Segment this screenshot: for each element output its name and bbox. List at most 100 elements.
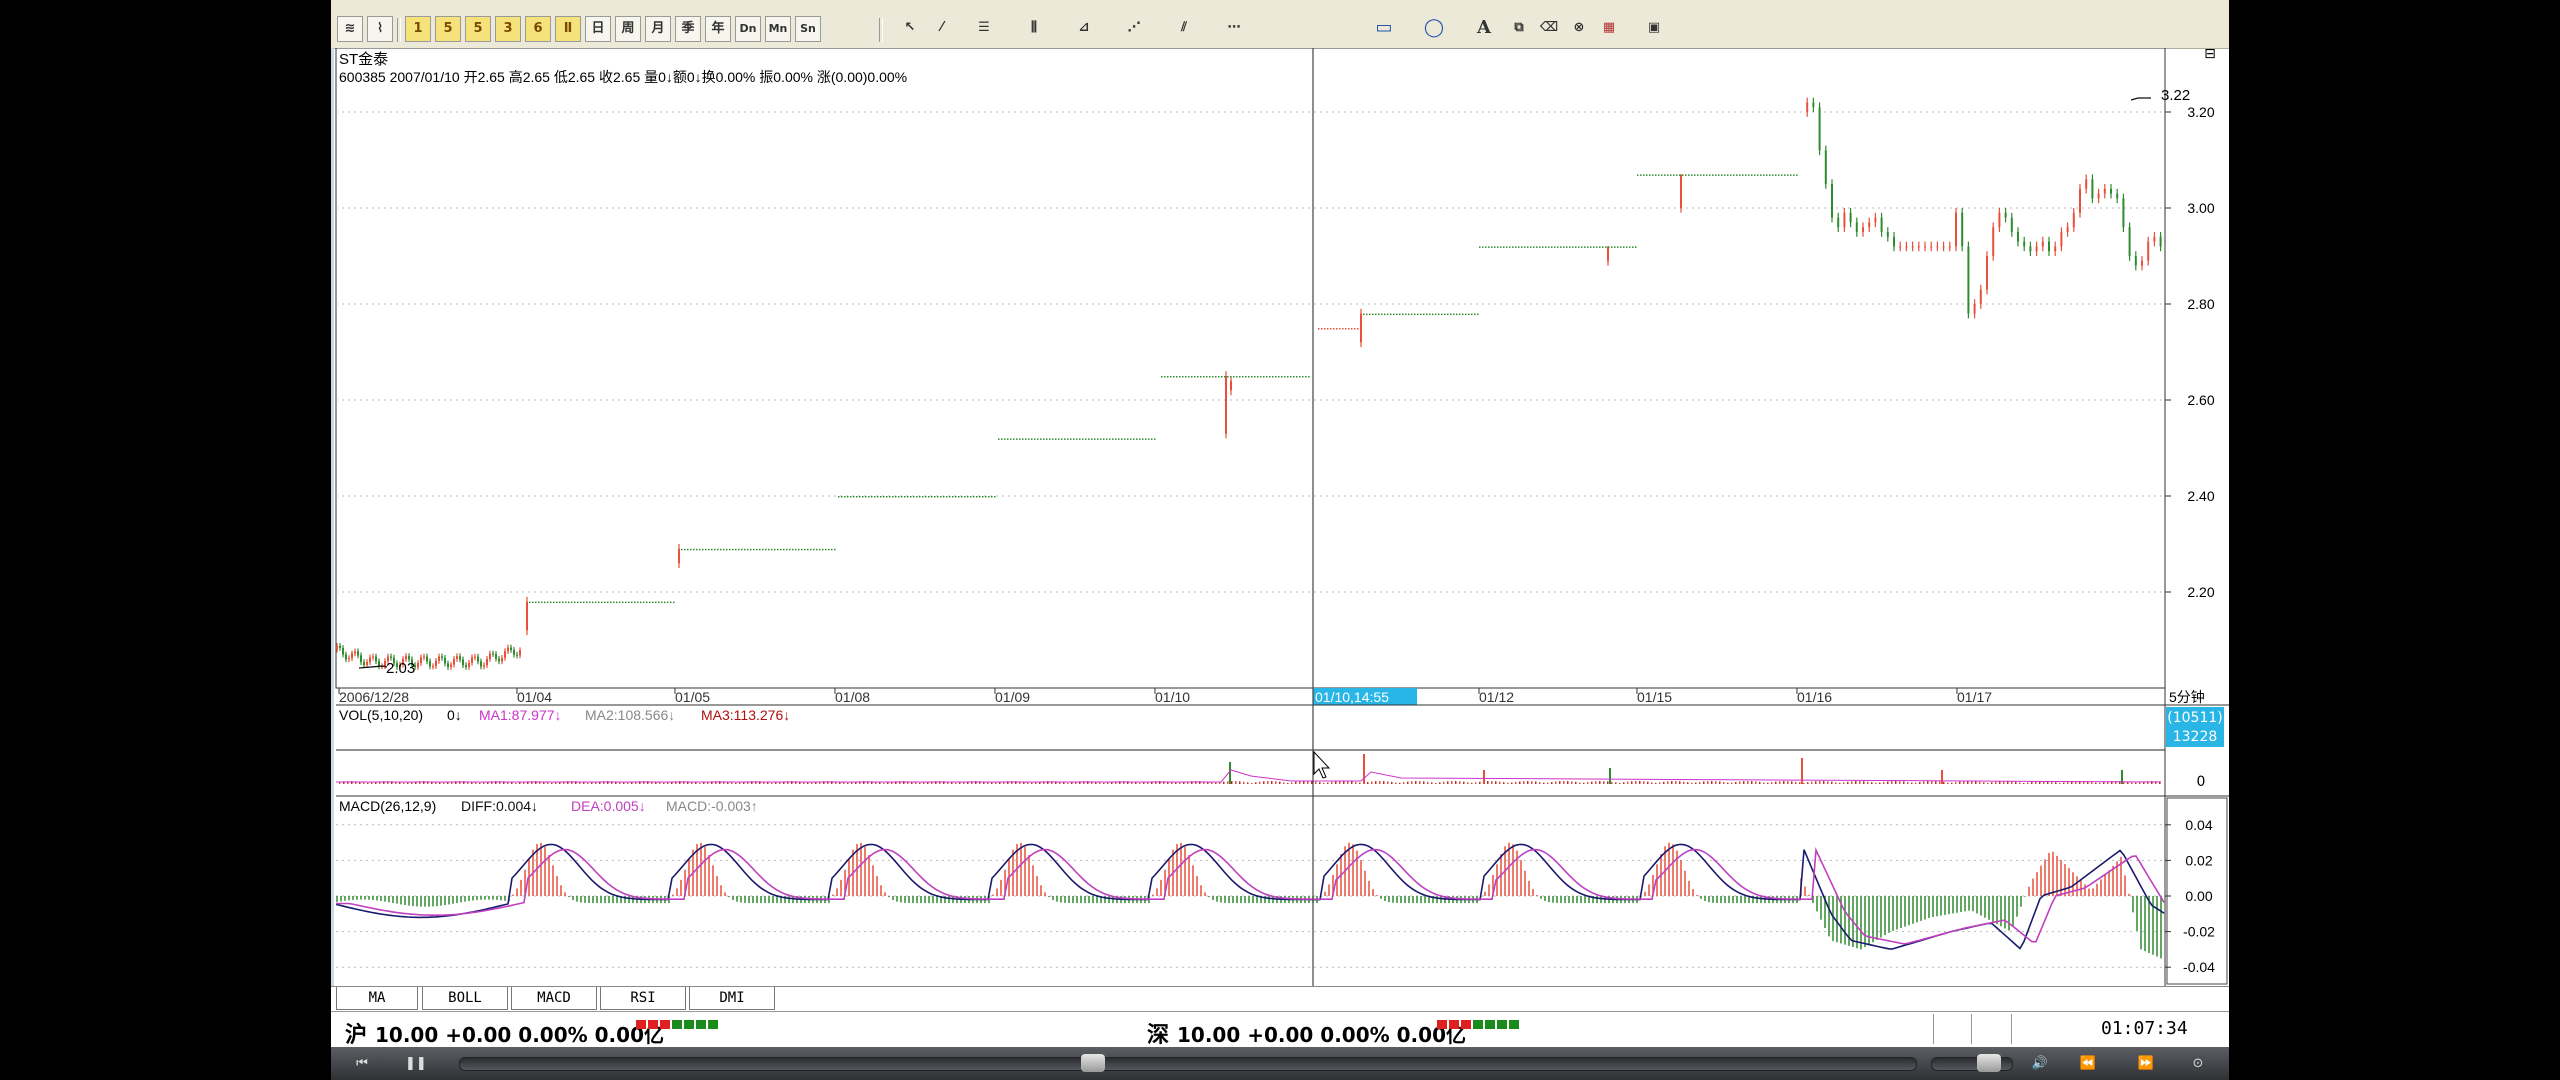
volume-bars: [336, 754, 2162, 784]
volume-bar: [975, 781, 977, 784]
panel-toggle-icon[interactable]: ⊟: [2204, 48, 2216, 62]
volume-thumb[interactable]: [1977, 1054, 2001, 1072]
tab-macd[interactable]: MACD: [511, 987, 597, 1010]
channel-icon[interactable]: ⋯: [1227, 20, 1241, 35]
flat-tick: [868, 496, 870, 498]
volume-bar: [1403, 782, 1405, 784]
flat-tick: [874, 496, 876, 498]
text-icon[interactable]: A: [1477, 17, 1491, 38]
seek-thumb[interactable]: [1081, 1054, 1105, 1072]
candle-body: [2128, 227, 2131, 256]
flat-tick: [1179, 376, 1181, 378]
volume-bar: [2039, 781, 2041, 784]
flat-tick: [804, 548, 806, 551]
volume-bar: [2079, 781, 2081, 784]
flat-tick: [883, 496, 885, 498]
volume-bar: [835, 781, 837, 784]
flat-tick: [1778, 174, 1780, 176]
period-1min-button[interactable]: 1: [405, 16, 431, 42]
kline-icon[interactable]: ≋: [337, 16, 363, 42]
fast-forward-icon[interactable]: ⏩: [2137, 1056, 2155, 1071]
volume-bar: [759, 781, 761, 784]
volume-bar: [1207, 781, 1209, 784]
tab-rsi[interactable]: RSI: [600, 987, 686, 1010]
volume-bar: [2011, 781, 2013, 784]
delete-icon[interactable]: ⊗: [1573, 20, 1585, 35]
volume-bar: [1927, 781, 1929, 784]
flat-tick: [1477, 313, 1479, 316]
skip-start-icon[interactable]: ⏮: [356, 1056, 368, 1071]
volume-bar: [1915, 782, 1917, 784]
candle-body: [1911, 246, 1914, 248]
season-button[interactable]: 季: [675, 16, 701, 42]
dn-button[interactable]: Dn: [735, 16, 761, 42]
flat-tick: [1432, 313, 1434, 316]
volume-bar: [1055, 781, 1057, 784]
tab-ma[interactable]: MA: [336, 987, 418, 1010]
gann-lines-icon[interactable]: ⋰: [1127, 20, 1141, 35]
color-grid-icon[interactable]: ▦: [1602, 20, 1616, 35]
period-multi-button[interactable]: Ⅱ: [555, 16, 581, 42]
date-tick-label: 01/12: [1479, 689, 1514, 705]
flat-tick: [1724, 174, 1726, 176]
macd-tick-label: -0.04: [2183, 959, 2215, 975]
settings-icon[interactable]: ⊙: [2192, 1056, 2204, 1071]
flat-tick: [1518, 246, 1520, 248]
seek-track[interactable]: [459, 1057, 1917, 1071]
period-30min-button[interactable]: 3: [495, 16, 521, 42]
candle-body: [1917, 246, 1920, 248]
day-button[interactable]: 日: [585, 16, 611, 42]
candle-body: [2116, 193, 2119, 199]
flat-tick: [1013, 438, 1015, 440]
market-status-bar: 沪 10.00 +0.00 0.00% 0.00亿 深 10.00 +0.00 …: [331, 1011, 2229, 1048]
stock-chart[interactable]: 3.20 3.00 2.80 2.60 2.40 2.20 ST金泰 600385 200…: [331, 48, 2229, 986]
volume-bar: [1351, 781, 1353, 784]
period-60min-button[interactable]: 6: [525, 16, 551, 42]
flat-tick: [1040, 438, 1042, 440]
flat-tick: [844, 496, 846, 498]
speaker-icon[interactable]: 🔊: [2031, 1056, 2049, 1071]
line-chart-icon[interactable]: ⌇: [367, 16, 393, 42]
eraser-icon[interactable]: ⌫: [1539, 20, 1559, 35]
mn-button[interactable]: Mn: [765, 16, 791, 42]
copy-icon[interactable]: ⧉: [1514, 20, 1524, 35]
fib-lines-icon[interactable]: ☰: [978, 20, 990, 35]
volume-bar: [1255, 782, 1257, 784]
fan-lines-icon[interactable]: ⊿: [1078, 20, 1090, 35]
parallel-lines-icon[interactable]: ⫽: [1181, 20, 1187, 35]
save-icon[interactable]: ▣: [1647, 20, 1661, 35]
volume-bar: [339, 781, 341, 784]
volume-bar: [1659, 782, 1661, 784]
vertical-lines-icon[interactable]: ⫼: [1031, 20, 1037, 35]
sn-button[interactable]: Sn: [795, 16, 821, 42]
volume-bar: [1795, 781, 1797, 784]
volume-bar: [2095, 782, 2097, 784]
week-button[interactable]: 周: [615, 16, 641, 42]
volume-bar: [563, 781, 565, 784]
flat-tick: [1151, 438, 1153, 440]
volume-bar: [915, 782, 917, 784]
line-draw-icon[interactable]: ⁄: [940, 20, 944, 35]
flat-tick: [699, 548, 701, 551]
volume-bar: [1203, 781, 1205, 784]
flat-tick: [1569, 246, 1571, 248]
period-15min-button[interactable]: 5: [465, 16, 491, 42]
flat-tick: [1488, 246, 1490, 248]
tab-boll[interactable]: BOLL: [422, 987, 508, 1010]
pointer-icon[interactable]: ↖: [904, 20, 916, 35]
volume-bar: [1611, 781, 1613, 784]
rectangle-icon[interactable]: ▭: [1375, 17, 1393, 38]
period-5min-button[interactable]: 5: [435, 16, 461, 42]
flat-tick: [1405, 313, 1407, 316]
flat-tick: [916, 496, 918, 498]
ellipse-icon[interactable]: ◯: [1423, 17, 1445, 38]
flat-tick: [1727, 174, 1729, 176]
candle-body: [1874, 217, 1877, 223]
month-button[interactable]: 月: [645, 16, 671, 42]
rewind-icon[interactable]: ⏪: [2079, 1056, 2097, 1071]
year-button[interactable]: 年: [705, 16, 731, 42]
flat-tick: [1170, 376, 1172, 378]
pause-icon[interactable]: ❚❚: [405, 1056, 427, 1071]
tab-dmi[interactable]: DMI: [689, 987, 775, 1010]
volume-bar: [399, 782, 401, 784]
